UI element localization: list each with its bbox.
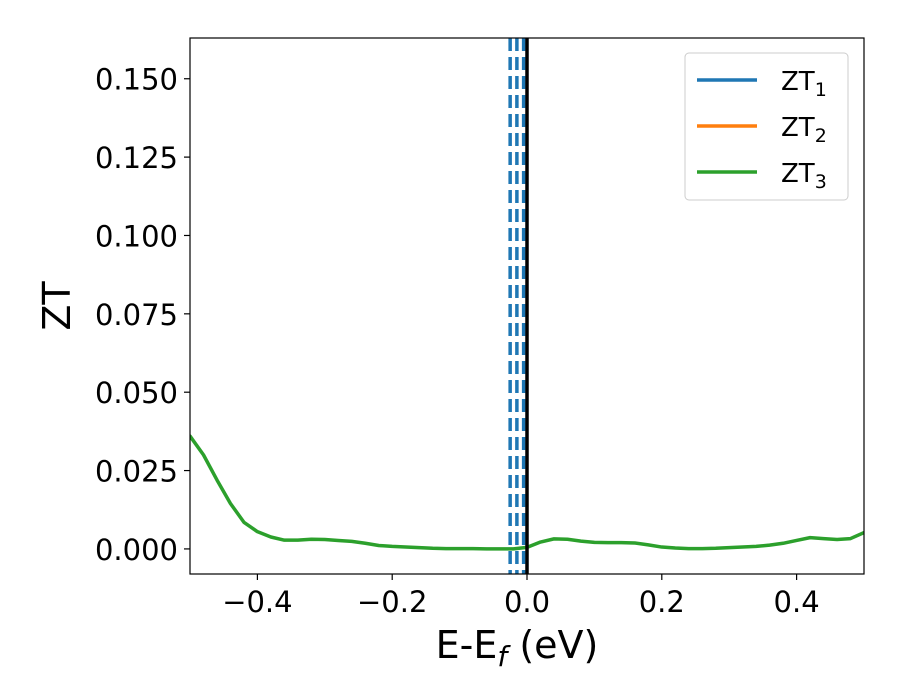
legend-label: ZT2 [781, 113, 827, 147]
y-axis-label: ZT [35, 281, 79, 331]
x-axis-label: E-Ef (eV) [436, 623, 599, 673]
x-axis-ticks: −0.4 −0.2 0.0 0.2 0.4 [222, 574, 820, 619]
x-tick-label: −0.4 [222, 585, 292, 619]
legend-entry-2: ZT2 [697, 113, 827, 147]
legend: ZT1 ZT2 ZT3 [684, 52, 849, 201]
legend-entry-3: ZT3 [697, 159, 827, 193]
y-tick-label: 0.000 [95, 533, 178, 567]
y-axis-ticks: 0.000 0.025 0.050 0.075 0.100 0.125 0.150 [95, 63, 190, 567]
legend-label: ZT3 [781, 159, 827, 193]
legend-entry-1: ZT1 [697, 67, 827, 101]
y-tick-label: 0.150 [95, 63, 178, 97]
y-tick-label: 0.050 [95, 376, 178, 410]
x-tick-label: −0.2 [357, 585, 427, 619]
y-tick-label: 0.125 [95, 141, 178, 175]
vertical-lines [508, 38, 529, 574]
y-tick-label: 0.075 [95, 298, 178, 332]
x-tick-label: 0.4 [774, 585, 820, 619]
legend-label: ZT1 [781, 67, 827, 101]
legend-box [684, 52, 849, 201]
y-tick-label: 0.100 [95, 219, 178, 253]
x-tick-label: 0.0 [504, 585, 550, 619]
x-tick-label: 0.2 [639, 585, 685, 619]
y-tick-label: 0.025 [95, 455, 178, 489]
